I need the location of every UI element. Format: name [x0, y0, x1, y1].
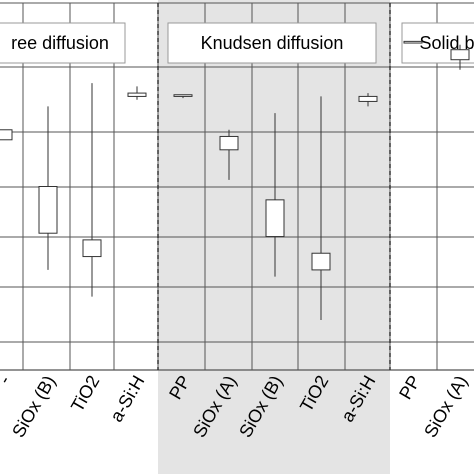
x-tick-label-0: - [0, 372, 14, 387]
region-label-box-0 [0, 22, 126, 64]
box-2 [82, 239, 102, 258]
box-5 [219, 135, 239, 151]
box-1 [38, 186, 58, 234]
box-8 [358, 95, 378, 102]
x-tick-label-3: a-Si:H [106, 372, 148, 425]
box-6 [265, 199, 285, 238]
x-tick-label-2: TiO2 [67, 372, 103, 415]
x-tick-label-10: SiOx (A) [420, 372, 471, 441]
box-3 [127, 92, 147, 97]
region-labels: ree diffusion Knudsen diffusion Solid b [0, 22, 474, 64]
box-10 [450, 49, 470, 61]
region-label-box-1 [167, 22, 377, 64]
box-7 [311, 252, 331, 271]
x-tick-label-1: SiOx (B) [8, 372, 59, 441]
box-0 [0, 129, 13, 141]
box-4 [173, 94, 193, 97]
boxes [0, 40, 470, 320]
grid-lines [0, 2, 474, 371]
region-label-1: Knudsen diffusion [201, 33, 344, 53]
x-tick-label-9: PP [395, 372, 424, 403]
box-9 [403, 40, 423, 44]
region-label-0: ree diffusion [11, 33, 109, 53]
